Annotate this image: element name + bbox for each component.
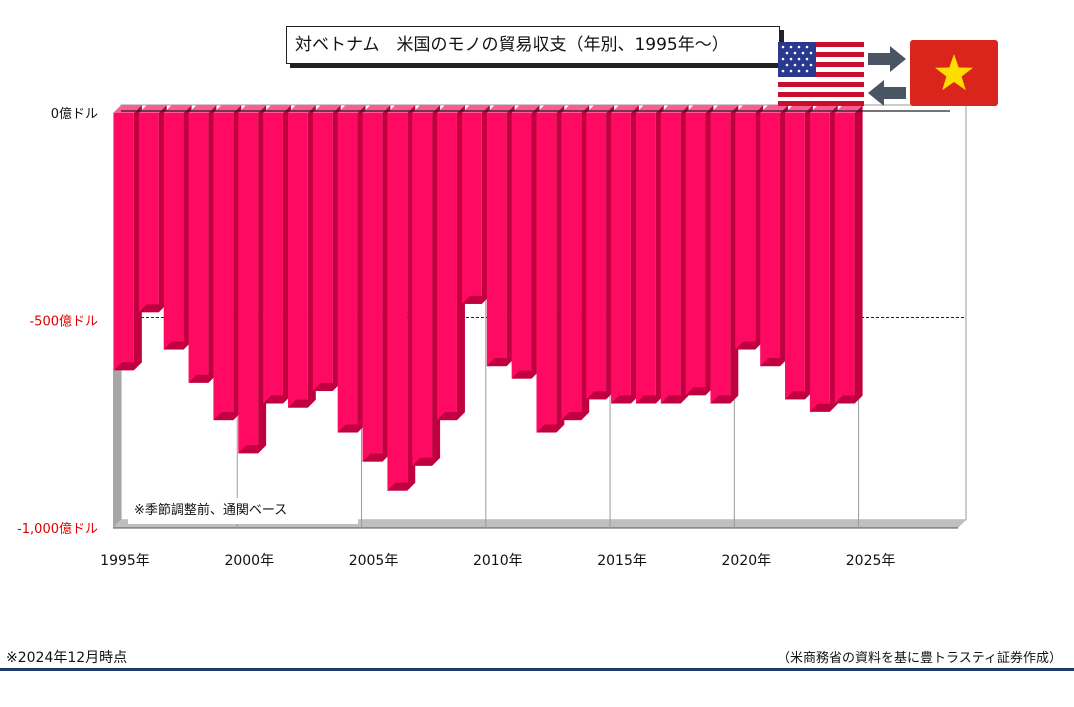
- bar-side-2024: [854, 105, 863, 404]
- bar-2017: [660, 113, 681, 404]
- bar-2002: [287, 113, 308, 408]
- bar-2022: [785, 113, 805, 400]
- source-note: （米商務省の資料を基に豊トラスティ証券作成）: [777, 651, 1062, 666]
- bar-bottom-1996: [138, 304, 167, 313]
- x-tick-label: 1995年: [100, 553, 150, 569]
- bar-bottom-1998: [188, 374, 217, 383]
- x-tick-label: 2005年: [349, 553, 399, 569]
- bar-2012: [536, 113, 557, 433]
- bar-bottom-2009: [461, 295, 490, 304]
- bar-bottom-2003: [312, 383, 341, 392]
- bar-bottom-1999: [213, 412, 242, 421]
- bar-bottom-2016: [635, 395, 664, 404]
- bar-2015: [611, 113, 631, 404]
- bar-2005: [362, 113, 383, 462]
- as-of-note: ※2024年12月時点: [6, 650, 128, 666]
- bar-bottom-2006: [387, 482, 416, 491]
- bar-2000: [238, 113, 259, 454]
- bar-2014: [586, 113, 607, 400]
- bar-2006: [387, 113, 408, 491]
- bar-1998: [188, 113, 209, 383]
- bar-bottom-2024: [834, 395, 863, 404]
- bar-bottom-2018: [685, 387, 714, 396]
- bar-2023: [809, 113, 830, 412]
- bar-bottom-2001: [263, 395, 291, 404]
- bar-2016: [635, 113, 656, 404]
- bar-bottom-2017: [660, 395, 689, 404]
- bar-2013: [561, 113, 582, 421]
- bar-1996: [138, 113, 159, 313]
- bar-2020: [735, 113, 756, 350]
- bar-2019: [710, 113, 731, 404]
- bar-2008: [437, 113, 457, 421]
- bar-2004: [337, 113, 358, 433]
- bar-1995: [114, 113, 134, 371]
- bar-bottom-2021: [760, 358, 789, 367]
- x-tick-label: 2010年: [473, 553, 523, 569]
- x-tick-label: 2015年: [597, 553, 647, 569]
- bar-2003: [312, 113, 333, 392]
- bar-bottom-2005: [362, 453, 391, 462]
- bar-bottom-1995: [114, 362, 142, 371]
- y-tick-label: -1,000億ドル: [17, 521, 98, 537]
- bar-bottom-2015: [611, 395, 639, 404]
- bar-bottom-1997: [163, 341, 192, 350]
- vietnam-flag-icon: [910, 40, 998, 106]
- arrow-right-icon: [868, 46, 906, 72]
- bar-2001: [263, 113, 283, 404]
- bar-bottom-2011: [511, 370, 540, 379]
- bar-1999: [213, 113, 234, 421]
- bar-2018: [685, 113, 706, 396]
- bar-2011: [511, 113, 532, 379]
- x-tick-label: 2000年: [224, 553, 274, 569]
- y-tick-label: 0億ドル: [51, 106, 98, 122]
- bar-bottom-2002: [287, 399, 316, 408]
- bar-1997: [163, 113, 184, 350]
- bar-bottom-2014: [586, 391, 615, 400]
- bar-bottom-2022: [785, 391, 813, 400]
- bar-bottom-2013: [561, 412, 590, 421]
- bar-bottom-2004: [337, 424, 366, 433]
- chart-note: ※季節調整前、通関ベース: [128, 498, 358, 524]
- us-flag-icon: [778, 42, 864, 106]
- bar-bottom-2023: [809, 403, 838, 412]
- x-tick-label: 2025年: [846, 553, 896, 569]
- bar-bottom-2020: [735, 341, 764, 350]
- y-tick-label: -500億ドル: [29, 314, 98, 330]
- arrow-left-icon: [868, 80, 906, 106]
- bar-bottom-2010: [486, 358, 515, 367]
- bar-2007: [412, 113, 433, 466]
- bar-bottom-2000: [238, 445, 267, 454]
- footer-divider: [0, 668, 1074, 671]
- bar-bottom-2008: [437, 412, 465, 421]
- bar-bottom-2007: [412, 457, 441, 466]
- x-tick-label: 2020年: [722, 553, 772, 569]
- chart-title: 対ベトナム 米国のモノの貿易収支（年別、1995年～）: [286, 26, 780, 64]
- bar-2009: [461, 113, 482, 304]
- bar-2024: [834, 113, 855, 404]
- bar-bottom-2012: [536, 424, 565, 433]
- bar-2010: [486, 113, 507, 367]
- bar-bottom-2019: [710, 395, 739, 404]
- bar-2021: [760, 113, 781, 367]
